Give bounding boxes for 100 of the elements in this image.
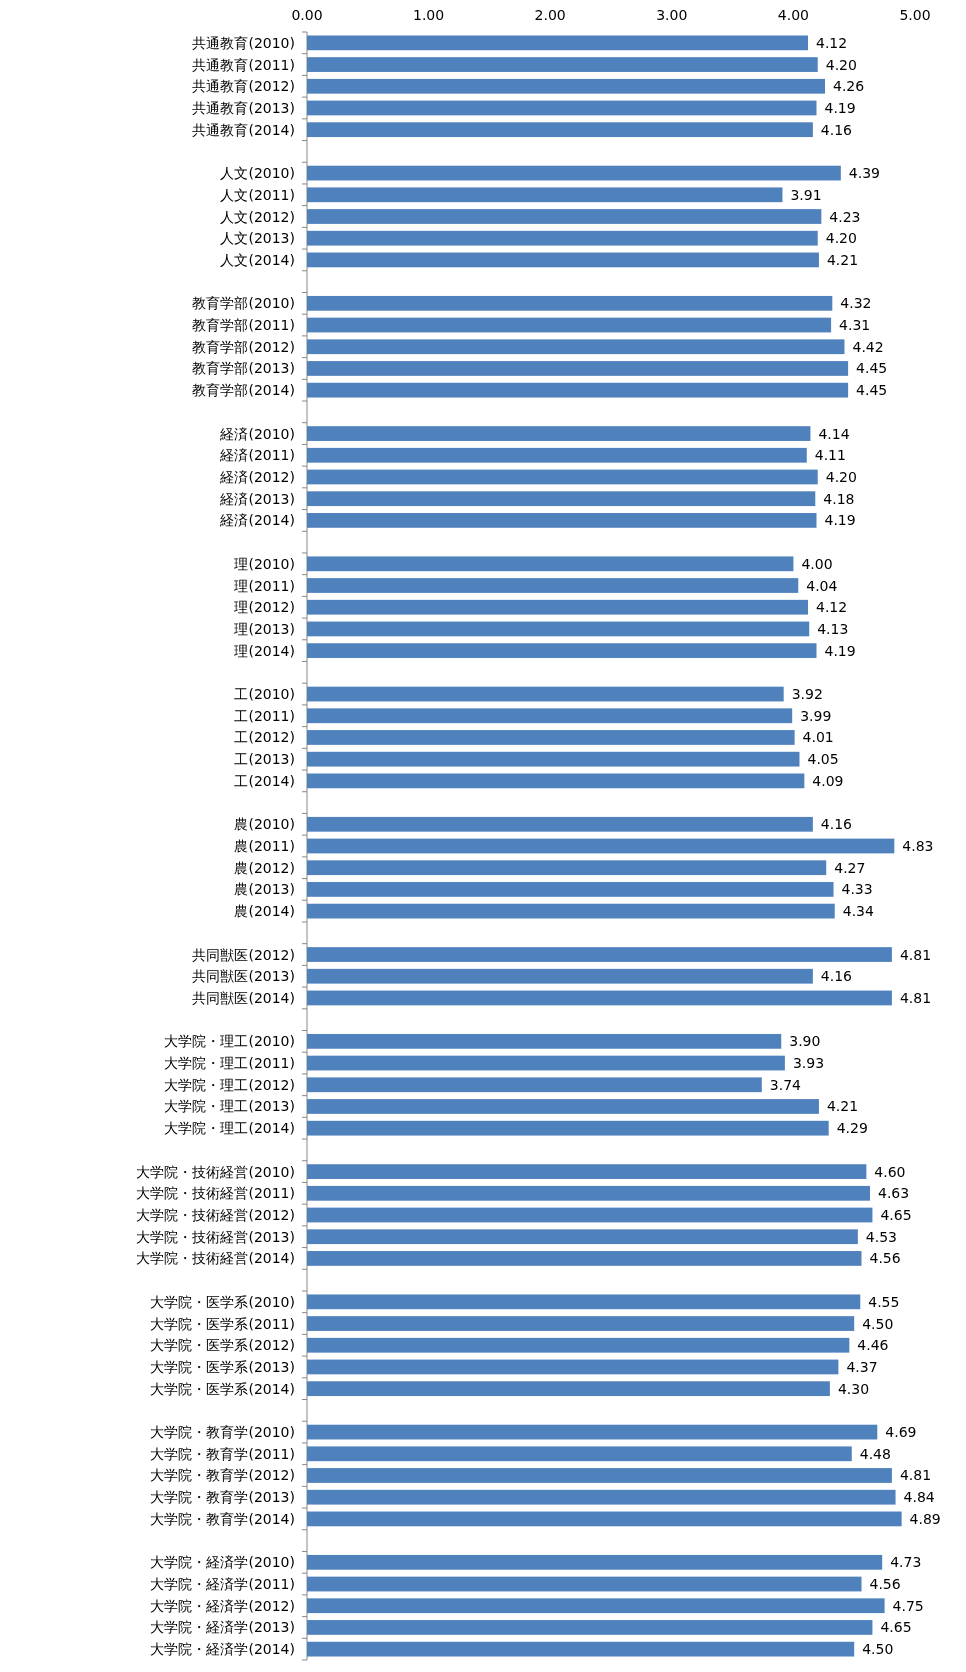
y-tick-label: 大学院・経済学(2010)	[150, 1554, 295, 1571]
y-tick-label: 共通教育(2010)	[192, 34, 295, 51]
data-label: 4.89	[909, 1510, 941, 1527]
data-label: 4.23	[829, 208, 861, 225]
bar	[307, 1033, 782, 1049]
data-label: 4.81	[899, 1467, 932, 1484]
bar	[307, 165, 841, 181]
bar	[307, 295, 833, 311]
data-label: 4.16	[820, 816, 853, 833]
y-tick-label: 理(2010)	[234, 555, 295, 572]
data-label: 4.32	[840, 295, 872, 312]
data-label: 4.83	[902, 838, 934, 854]
bar	[307, 339, 845, 355]
bar	[307, 1251, 862, 1266]
x-tick-label: 5.00	[899, 7, 931, 23]
data-label: 4.53	[865, 1228, 898, 1245]
y-tick-label: 農(2011)	[234, 838, 295, 854]
data-label: 3.93	[792, 1055, 825, 1072]
data-label: 4.01	[802, 729, 834, 746]
data-label: 4.00	[801, 555, 833, 572]
y-tick-label: 工(2013)	[234, 751, 295, 768]
y-tick-label: 大学院・理工(2011)	[164, 1055, 295, 1072]
data-label: 4.31	[839, 317, 871, 334]
bar	[307, 838, 895, 854]
bar	[307, 57, 818, 72]
bar	[307, 643, 817, 659]
y-tick-label: 大学院・理工(2010)	[164, 1033, 295, 1050]
data-label: 4.75	[892, 1597, 924, 1614]
data-label: 4.55	[868, 1293, 900, 1310]
y-tick-label: 人文(2013)	[220, 230, 295, 247]
y-tick-label: 共通教育(2011)	[192, 56, 295, 73]
y-tick-label: 農(2012)	[234, 859, 295, 876]
y-tick-label: 農(2014)	[234, 903, 295, 920]
bar	[307, 1229, 858, 1245]
bar	[307, 1359, 839, 1375]
bar	[307, 491, 816, 507]
bar	[307, 1099, 819, 1114]
bar	[307, 1598, 885, 1614]
y-tick-label: 大学院・医学系(2010)	[150, 1293, 295, 1310]
bar	[307, 686, 784, 702]
data-label: 4.34	[842, 903, 875, 920]
bar	[307, 816, 813, 832]
y-tick-label: 人文(2010)	[220, 165, 295, 182]
bar	[307, 578, 799, 593]
data-label: 4.60	[874, 1163, 906, 1180]
data-label: 4.50	[862, 1315, 894, 1332]
y-tick-label: 大学院・理工(2013)	[164, 1098, 295, 1115]
bar	[307, 947, 892, 962]
bar	[307, 426, 811, 441]
bar	[307, 1620, 873, 1635]
y-tick-label: 工(2014)	[234, 772, 295, 789]
bar	[307, 35, 808, 51]
data-label: 3.74	[769, 1076, 802, 1093]
data-label: 4.56	[869, 1576, 901, 1593]
x-tick-label: 4.00	[777, 7, 809, 23]
data-label: 4.84	[903, 1489, 935, 1506]
bar	[307, 1511, 902, 1527]
data-label: 4.46	[857, 1337, 889, 1354]
bar	[307, 78, 826, 94]
bar	[307, 1576, 862, 1592]
bar	[307, 708, 793, 724]
data-label: 4.48	[859, 1445, 891, 1462]
data-label: 4.69	[885, 1424, 917, 1441]
y-tick-label: 大学院・経済学(2013)	[150, 1619, 295, 1636]
x-tick-label: 0.00	[291, 7, 323, 23]
bar	[307, 122, 813, 138]
bar	[307, 252, 819, 268]
y-tick-label: 教育学部(2011)	[192, 317, 295, 334]
y-tick-label: 大学院・医学系(2014)	[150, 1380, 295, 1397]
bar	[307, 100, 817, 116]
data-label: 4.19	[824, 642, 856, 659]
bar	[307, 1337, 850, 1353]
y-tick-label: 大学院・経済学(2011)	[150, 1576, 295, 1593]
y-tick-label: 大学院・医学系(2013)	[150, 1358, 295, 1375]
y-tick-label: 工(2012)	[234, 729, 295, 746]
y-tick-label: 共通教育(2013)	[192, 99, 295, 116]
bar	[307, 751, 800, 767]
y-tick-label: 教育学部(2013)	[192, 360, 295, 377]
data-label: 4.21	[826, 251, 859, 268]
bar	[307, 1316, 855, 1331]
data-label: 4.20	[825, 468, 857, 485]
data-label: 4.09	[812, 772, 844, 789]
bar	[307, 187, 783, 203]
data-label: 4.73	[890, 1554, 922, 1571]
y-tick-label: 共通教育(2012)	[192, 78, 295, 95]
y-tick-label: 大学院・理工(2012)	[164, 1076, 295, 1093]
bar	[307, 1381, 830, 1397]
y-tick-label: 大学院・技術経営(2012)	[136, 1207, 295, 1224]
bar	[307, 621, 810, 637]
y-tick-label: 大学院・教育学(2014)	[150, 1510, 295, 1527]
y-tick-label: 人文(2011)	[220, 186, 295, 203]
y-tick-label: 大学院・教育学(2011)	[150, 1445, 295, 1462]
bar	[307, 469, 818, 485]
y-tick-label: 大学院・理工(2014)	[164, 1120, 295, 1137]
data-label: 4.39	[848, 165, 880, 182]
data-label: 4.42	[852, 338, 884, 355]
bar	[307, 209, 822, 224]
y-tick-label: 理(2011)	[234, 577, 295, 594]
data-label: 4.20	[825, 56, 857, 73]
data-label: 4.12	[815, 34, 848, 51]
